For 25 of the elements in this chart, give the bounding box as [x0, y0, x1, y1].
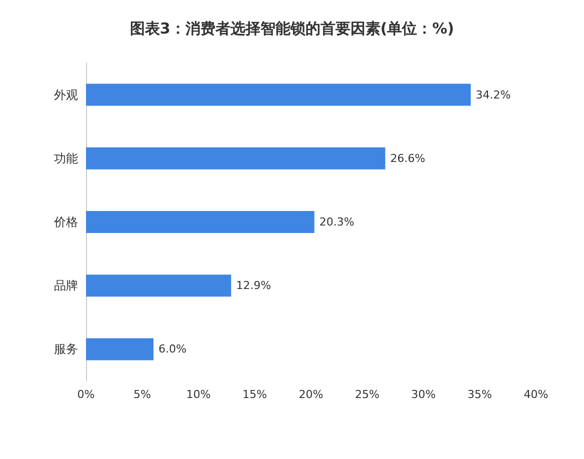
y-tick-label: 外观: [54, 88, 78, 102]
bar: [86, 338, 154, 360]
bar: [86, 274, 232, 297]
y-tick-label: 服务: [54, 342, 78, 356]
data-label: 20.3%: [319, 216, 354, 228]
data-label: 12.9%: [236, 279, 272, 292]
x-tick-label: 35%: [468, 388, 492, 401]
x-tick-label: 0%: [77, 388, 95, 401]
y-tick-label: 功能: [54, 151, 78, 166]
bar: [86, 211, 314, 233]
x-tick-label: 25%: [355, 388, 380, 401]
x-tick-label: 30%: [411, 388, 436, 401]
x-tick-label: 5%: [134, 388, 151, 401]
x-tick-label: 15%: [242, 388, 267, 401]
y-tick-label: 价格: [53, 215, 78, 229]
x-tick-label: 20%: [298, 388, 324, 401]
data-label: 34.2%: [476, 88, 511, 102]
bar: [86, 147, 386, 170]
chart-title: 图表3：消费者选择智能锁的首要因素(单位：%): [130, 20, 454, 38]
bar: [86, 84, 471, 106]
data-label: 26.6%: [390, 152, 426, 165]
y-tick-label: 品牌: [54, 278, 78, 293]
x-tick-label: 10%: [186, 388, 211, 401]
x-tick-label: 40%: [524, 388, 548, 401]
data-label: 6.0%: [158, 342, 186, 356]
